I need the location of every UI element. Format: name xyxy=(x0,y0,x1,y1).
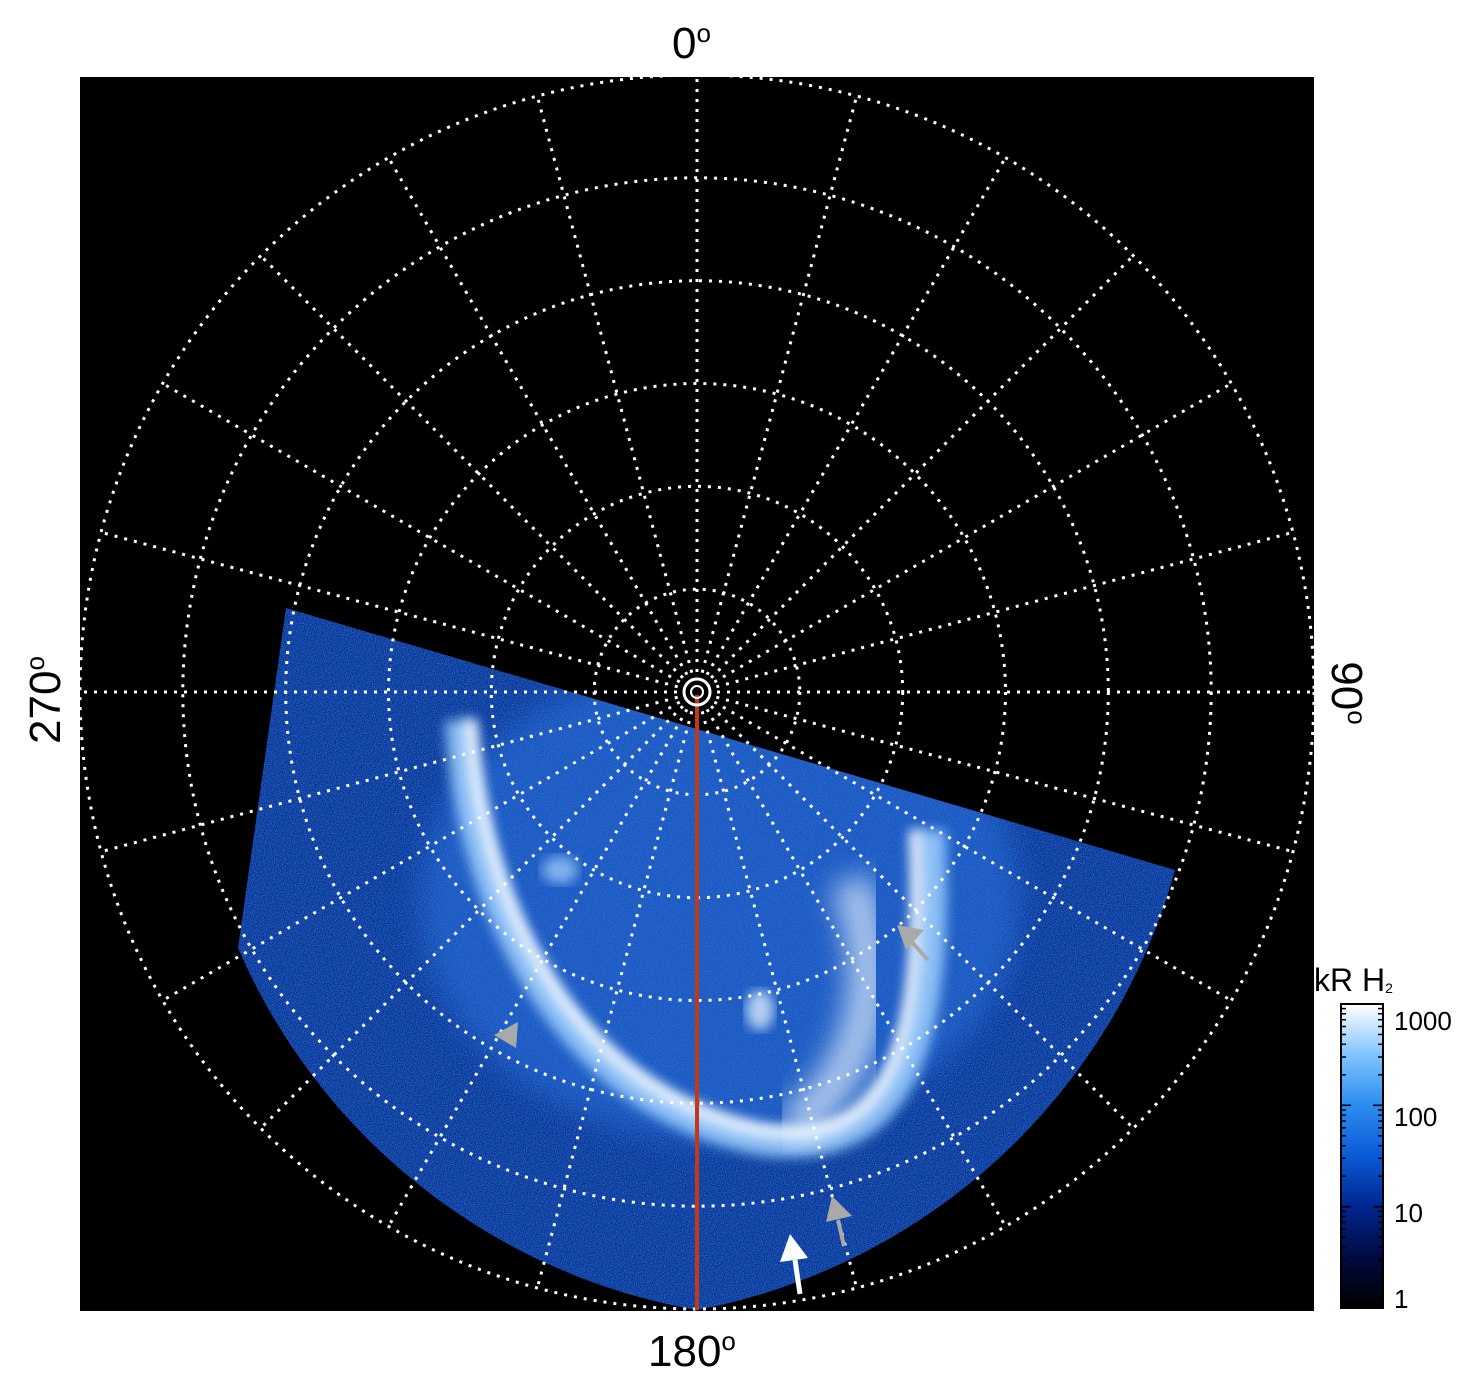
colorbar-tick-label: 100 xyxy=(1394,1102,1438,1132)
latitude-ring xyxy=(387,382,1007,1002)
aurora-main-oval-outer xyxy=(445,719,947,1158)
white-arrow xyxy=(780,1234,808,1295)
pole-marker-inner xyxy=(690,685,704,699)
aurora-bright-dawn-arc xyxy=(777,872,888,1146)
longitude-label-90: 90o xyxy=(1322,661,1372,725)
colorbar-gradient xyxy=(1340,1003,1384,1309)
latitude-ring xyxy=(181,176,1213,1208)
colorbar-tick-label: 10 xyxy=(1394,1198,1423,1228)
colorbar-tick-marks xyxy=(1341,1003,1383,1309)
longitude-label-270: 270o xyxy=(20,656,70,744)
colorbar-tick-label: 1000 xyxy=(1394,1006,1452,1036)
colorbar-tick-label: 1 xyxy=(1394,1284,1409,1314)
longitude-label-180: 180o xyxy=(648,1326,736,1376)
aurora-spot xyxy=(542,856,578,884)
pole-marker-outer xyxy=(682,677,712,707)
colorbar-title: kR H2 xyxy=(1314,962,1393,998)
aurora-main-oval-core xyxy=(464,719,923,1139)
aurora-spot xyxy=(746,990,774,1030)
grey-arrow xyxy=(897,925,930,962)
grey-arrow xyxy=(826,1196,852,1247)
grey-arrowhead xyxy=(494,1022,518,1048)
longitude-label-0: 0o xyxy=(672,18,711,68)
colorbar xyxy=(1340,1003,1384,1309)
latitude-ring xyxy=(78,73,1316,1311)
